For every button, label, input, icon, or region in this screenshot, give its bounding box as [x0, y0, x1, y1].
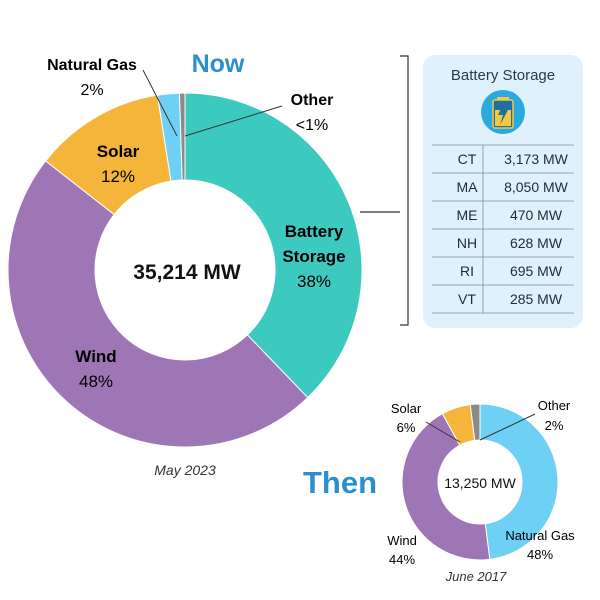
then-date-caption: June 2017 [445, 569, 507, 584]
battery-panel [423, 55, 583, 328]
battery-table-state: ME [457, 207, 478, 223]
now-slice-wind [7, 160, 309, 448]
then-title: Then [303, 465, 377, 500]
now-other-leader-line [184, 105, 283, 137]
battery-table-state: NH [457, 235, 477, 251]
now-date-caption: May 2023 [154, 462, 216, 478]
battery-table-state: CT [458, 151, 477, 167]
battery-table-value: 8,050 MW [504, 179, 569, 195]
then-solar-label: Solar [391, 401, 422, 416]
now-other-label: Other [291, 92, 334, 109]
now-other-percent: <1% [296, 117, 328, 134]
battery-table: CT 3,173 MW MA 8,050 MW ME 470 MW NH 628 MW RI 69… [432, 144, 574, 314]
then-other-leader-line [479, 413, 536, 441]
battery-charging-icon [481, 90, 525, 134]
now-wind-percent: 48% [79, 372, 113, 391]
battery-table-value: 3,173 MW [504, 151, 569, 167]
now-natural-gas-leader-line [142, 69, 178, 137]
now-solar-label: Solar [97, 142, 140, 161]
battery-panel-title: Battery Storage [451, 67, 555, 84]
now-slice-other [178, 92, 186, 181]
now-title: Now [192, 50, 245, 78]
then-natural-gas-label: Natural Gas [505, 528, 575, 543]
battery-table-state: MA [457, 179, 479, 195]
now-solar-percent: 12% [101, 167, 135, 186]
then-slice-natural-gas [479, 403, 559, 560]
battery-table-state: RI [460, 263, 474, 279]
then-wind-label: Wind [387, 533, 417, 548]
battery-table-state: VT [458, 291, 476, 307]
battery-table-value: 628 MW [510, 235, 563, 251]
now-donut-chart [7, 92, 363, 448]
then-natural-gas-percent: 48% [527, 547, 553, 562]
then-other-label: Other [538, 398, 571, 413]
now-wind-label: Wind [75, 347, 116, 366]
battery-table-value: 470 MW [510, 207, 563, 223]
battery-table-value: 285 MW [510, 291, 563, 307]
battery-panel-bracket [400, 55, 409, 326]
now-battery-percent: 38% [297, 272, 331, 291]
battery-table-value: 695 MW [510, 263, 563, 279]
now-battery-label-line1: Battery [285, 222, 344, 241]
then-wind-percent: 44% [389, 552, 415, 567]
now-natural-gas-percent: 2% [80, 82, 103, 99]
now-battery-label-line2: Storage [282, 247, 345, 266]
now-natural-gas-label: Natural Gas [47, 57, 137, 74]
now-total-label: 35,214 MW [133, 261, 241, 284]
then-slice-wind [401, 412, 491, 561]
now-slice-battery-storage [184, 92, 363, 399]
then-donut-chart [401, 403, 559, 561]
then-other-percent: 2% [545, 418, 564, 433]
then-solar-percent: 6% [397, 420, 416, 435]
then-solar-leader-line [425, 421, 461, 443]
then-total-label: 13,250 MW [444, 475, 516, 491]
